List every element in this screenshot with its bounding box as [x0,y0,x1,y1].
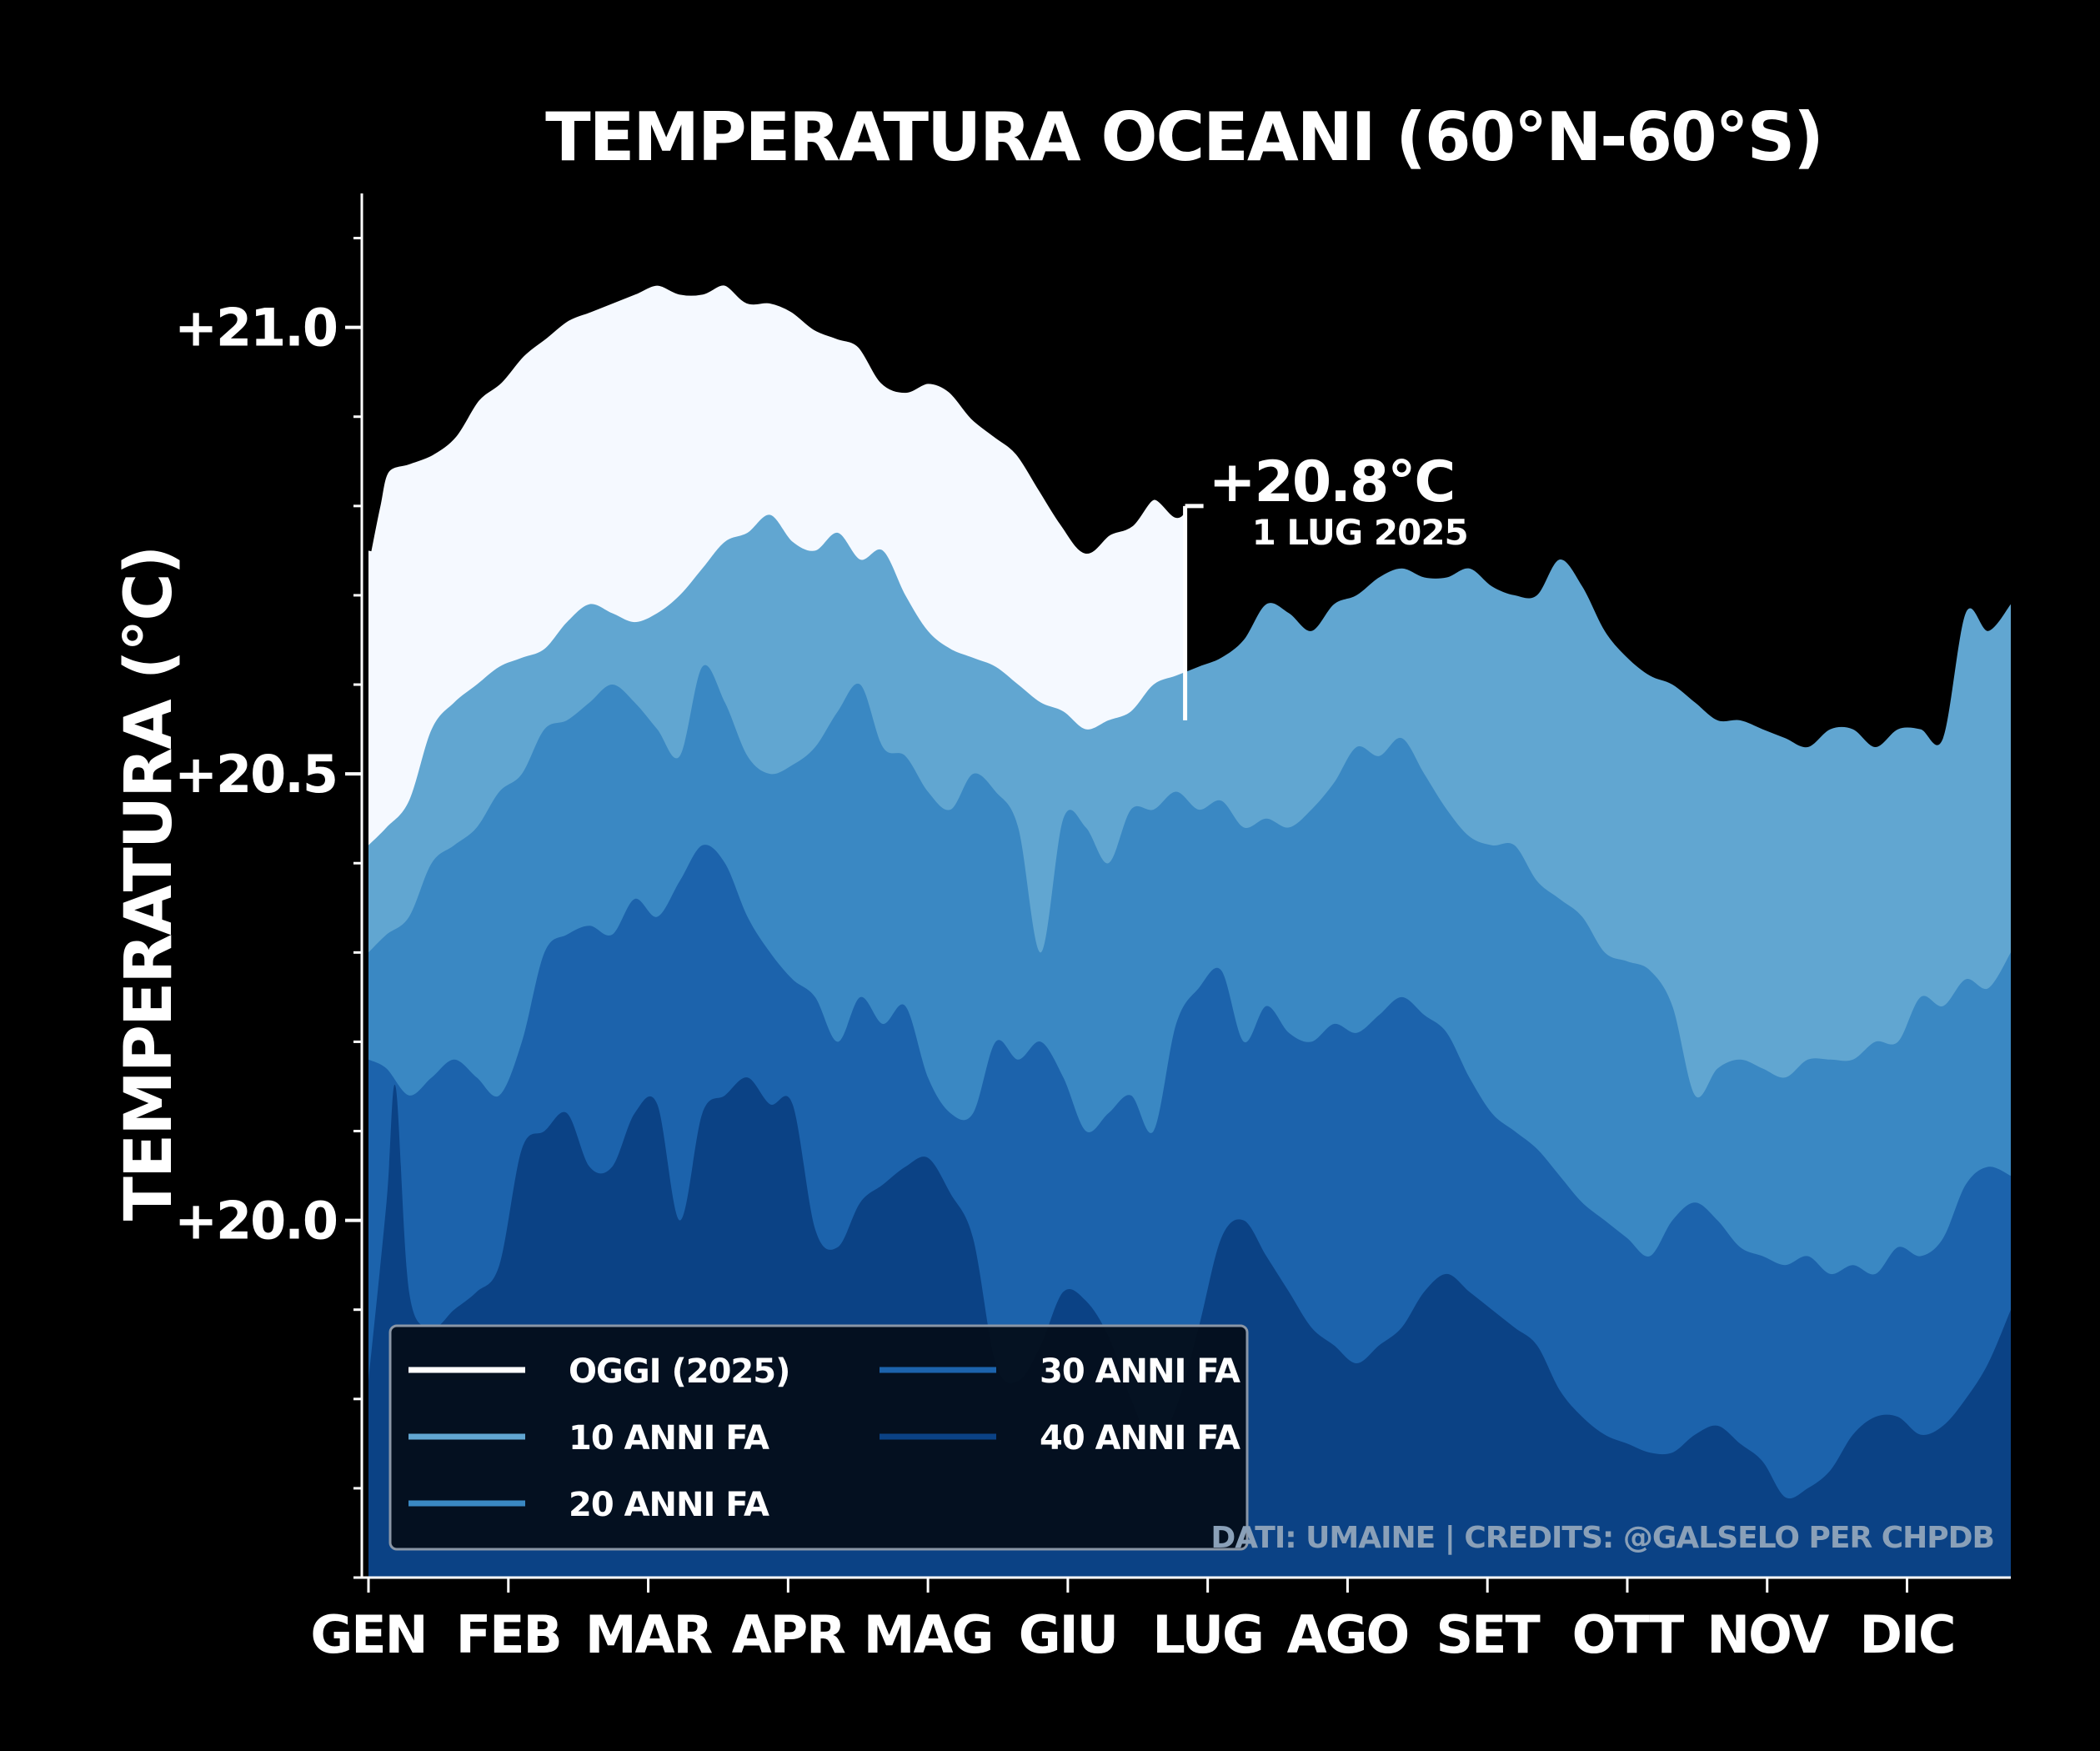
y-tick-label: +20.5 [174,744,337,805]
legend-label: 10 ANNI FA [569,1419,769,1457]
y-tick-label: +20.0 [174,1191,337,1252]
axes-group [360,193,2011,1579]
x-tick-label-apr: APR [732,1604,845,1665]
x-tick-label-mag: MAG [864,1604,993,1665]
x-tick-label-giu: GIU [1019,1604,1117,1665]
y-ticks-group: +20.0 +20.5 +21.0 [174,237,362,1579]
credits-text: DATI: UMAINE | CREDITS: @GALSELO PER CHP… [1210,1521,1994,1555]
legend-label: 40 ANNI FA [1040,1419,1240,1457]
x-tick-label-nov: NOV [1707,1604,1829,1665]
legend-label: 20 ANNI FA [569,1486,769,1524]
annotation-group: +20.8°C 1 LUG 2025 [1183,449,1469,720]
annotation-value: +20.8°C [1209,449,1455,515]
x-tick-label-gen: GEN [310,1604,426,1665]
legend-box [388,1324,1249,1551]
x-tick-label-lug: LUG [1152,1604,1263,1665]
area-series-group [365,279,2011,1578]
x-ticks-group: GEN FEB MAR APR MAG GIU LUG AGO SET OTT NOV DIC [310,1578,1957,1665]
legend-items: OGGI (2025) 10 ANNI FA 20 ANNI FA 30 ANNI F… [408,1352,1241,1524]
x-tick-label-dic: DIC [1859,1604,1954,1665]
legend-label: OGGI (2025) [569,1352,789,1391]
legend: OGGI (2025) 10 ANNI FA 20 ANNI FA 30 ANNI F… [388,1324,1249,1551]
x-tick-label-set: SET [1436,1604,1541,1665]
legend-label: 30 ANNI FA [1040,1352,1240,1391]
y-tick-label: +21.0 [174,298,337,359]
y-axis-label: TEMPERATURA (°C) [112,547,187,1222]
chart-title: TEMPERATURA OCEANI (60°N-60°S) [545,98,1822,176]
x-tick-label-ago: AGO [1287,1604,1409,1665]
annotation-date: 1 LUG 2025 [1252,512,1468,553]
x-tick-label-ott: OTT [1572,1604,1684,1665]
today-outline [365,279,1188,554]
x-tick-label-mar: MAR [585,1604,713,1665]
x-tick-label-feb: FEB [456,1604,561,1665]
